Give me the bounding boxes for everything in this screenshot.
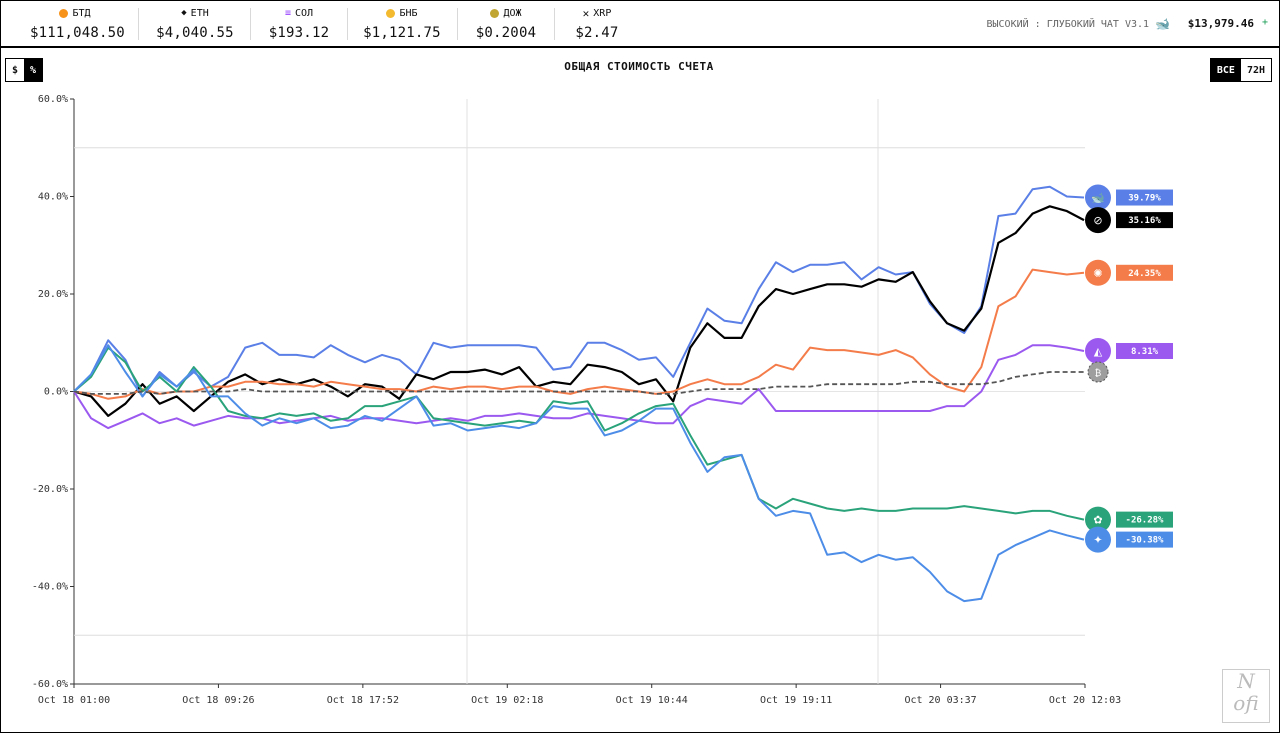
y-tick-label: -20.0% — [32, 484, 68, 495]
value-badge-label: -30.38% — [1126, 536, 1165, 546]
bnb-icon — [386, 8, 396, 18]
grok-icon-glyph: ⊘ — [1093, 214, 1102, 227]
ticker-divider — [457, 8, 458, 40]
value-badge — [1116, 264, 1173, 281]
delta-sign: + — [1261, 17, 1268, 28]
value-badge-label: -26.28% — [1126, 516, 1165, 526]
unit-dollar-button[interactable]: $ — [12, 64, 19, 76]
ticker-divider — [554, 8, 555, 40]
y-tick-label: -40.0% — [32, 582, 68, 593]
watermark-logo: N ofi — [1222, 669, 1270, 723]
ticker-item-sol[interactable]: ≡ СОЛ $193.12 — [268, 7, 330, 42]
ticker-item-bnb[interactable]: БНБ $1,121.75 — [363, 7, 441, 42]
ticker-divider — [138, 8, 139, 40]
deepseek-whale-icon: 🐋 — [1155, 17, 1170, 31]
y-tick-label: -60.0% — [32, 679, 68, 690]
x-tick-label: Oct 20 12:03 — [1049, 695, 1121, 706]
value-badge — [1116, 531, 1173, 548]
ticker-divider — [347, 8, 348, 40]
qwen-icon — [1085, 337, 1111, 364]
value-badge — [1116, 511, 1173, 528]
model-info[interactable]: ВЫСОКИЙ : ГЛУБОКИЙ ЧАТ V3.1 🐋 — [986, 17, 1170, 31]
value-badge — [1116, 342, 1173, 359]
x-tick-label: Oct 18 17:52 — [327, 695, 399, 706]
y-tick-label: 40.0% — [38, 192, 68, 203]
ticker-item-btc[interactable]: БТД $111,048.50 — [30, 7, 125, 42]
series-line-qwen — [73, 344, 1085, 430]
ticker-divider — [250, 8, 251, 40]
ticker-item-xrp[interactable]: ✕ XRP $2.47 — [575, 6, 619, 42]
value-badge-label: 8.31% — [1131, 347, 1159, 357]
deepseek-icon — [1085, 184, 1111, 211]
xrp-icon: ✕ — [582, 6, 590, 20]
account-value: $13,979.46 — [1187, 17, 1254, 30]
grok-icon — [1085, 207, 1111, 234]
deepseek-icon-glyph: 🐋 — [1091, 192, 1105, 205]
bitcoin-icon-glyph: ₿ — [1095, 368, 1102, 379]
bitcoin-icon — [1087, 361, 1109, 383]
gemini-icon-glyph: ✦ — [1093, 534, 1102, 547]
series-line-deepseek — [73, 185, 1085, 398]
solana-icon: ≡ — [284, 7, 291, 19]
price-ticker-bar: БТД $111,048.50 ◆ ETH $4,040.55 ≡ СОЛ $193… — [0, 0, 1280, 48]
ethereum-icon: ◆ — [181, 8, 187, 18]
chatgpt-icon-glyph: ✿ — [1093, 514, 1102, 527]
ticker-item-doge[interactable]: ДОЖ $0.2004 — [475, 7, 537, 42]
range-72h-button[interactable]: 72H — [1246, 64, 1265, 76]
ticker-item-eth[interactable]: ◆ ETH $4,040.55 — [156, 7, 234, 42]
qwen-icon-glyph: ◭ — [1094, 345, 1103, 358]
y-tick-label: 60.0% — [38, 94, 68, 105]
x-tick-label: Oct 19 19:11 — [760, 695, 832, 706]
x-tick-label: Oct 20 03:37 — [904, 695, 976, 706]
y-tick-label: 20.0% — [38, 289, 68, 300]
unit-percent-button[interactable]: % — [24, 59, 43, 81]
value-badge — [1116, 189, 1173, 206]
chart-title: ОБЩАЯ СТОИМОСТЬ СЧЕТА — [564, 60, 714, 73]
series-line-bitcoin — [73, 371, 1084, 395]
claude-icon-glyph: ✺ — [1093, 267, 1102, 280]
y-tick-label: 0.0% — [44, 387, 68, 398]
series-line-grok — [73, 205, 1085, 417]
x-tick-label: Oct 18 01:00 — [38, 695, 110, 706]
x-tick-label: Oct 19 02:18 — [471, 695, 543, 706]
value-badge — [1116, 212, 1173, 229]
dogecoin-icon — [490, 8, 500, 18]
x-tick-label: Oct 19 10:44 — [616, 695, 688, 706]
value-badge-label: 35.16% — [1128, 216, 1161, 226]
x-tick-label: Oct 18 09:26 — [182, 695, 254, 706]
series-line-chatgpt — [73, 346, 1085, 521]
claude-icon — [1085, 259, 1111, 286]
unit-toggle: $ % — [5, 58, 44, 82]
chatgpt-icon — [1085, 506, 1111, 533]
value-badge-label: 39.79% — [1128, 194, 1161, 204]
range-toggle: ВСЕ 72H — [1209, 58, 1272, 82]
value-badge-label: 24.35% — [1128, 269, 1161, 279]
gemini-icon — [1085, 526, 1111, 553]
series-line-gemini — [73, 344, 1085, 603]
bitcoin-icon — [59, 8, 69, 18]
range-all-button[interactable]: ВСЕ — [1210, 59, 1241, 81]
